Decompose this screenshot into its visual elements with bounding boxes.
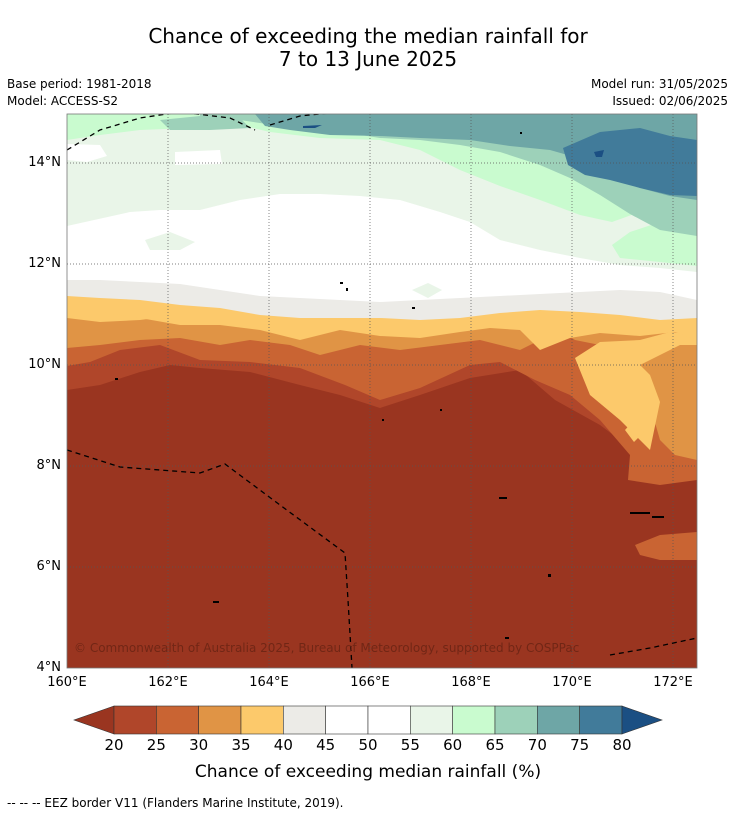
title-line-2: 7 to 13 June 2025 xyxy=(278,47,458,71)
zone-80-plus xyxy=(594,150,604,157)
gridlines xyxy=(67,114,697,668)
zone-white-pocket-2 xyxy=(67,144,107,162)
model-name: Model: ACCESS-S2 xyxy=(7,94,119,108)
colorbar-tick-label: 50 xyxy=(358,736,378,754)
colorbar-segment xyxy=(240,705,284,735)
colorbar-segment xyxy=(537,705,580,735)
model-run: Model run: 31/05/2025 xyxy=(590,77,728,91)
lon-label-164e: 164°E xyxy=(249,675,289,690)
colorbar-tick-label: 25 xyxy=(146,736,166,754)
colorbar-tick-label: 55 xyxy=(400,736,420,754)
title-line-1: Chance of exceeding the median rainfall … xyxy=(148,24,588,48)
lat-label-12n: 12°N xyxy=(28,256,61,271)
colorbar-segment xyxy=(198,705,242,735)
colorbar-tick-label: 60 xyxy=(443,736,463,754)
colorbar xyxy=(73,705,663,735)
eez-borders xyxy=(67,114,697,668)
lon-label-160e: 160°E xyxy=(47,675,87,690)
map-fill xyxy=(67,114,697,668)
footer-eez-note: -- -- -- EEZ border V11 (Flanders Marine… xyxy=(7,796,344,810)
lat-label-6n: 6°N xyxy=(36,559,62,574)
lat-label-14n: 14°N xyxy=(28,155,61,170)
lon-label-170e: 170°E xyxy=(552,675,592,690)
colorbar-segment xyxy=(452,705,496,735)
issued-date: Issued: 02/06/2025 xyxy=(612,94,728,108)
colorbar-tick-label: 65 xyxy=(485,736,505,754)
map-frame xyxy=(66,113,698,669)
copyright-notice: © Commonwealth of Australia 2025, Bureau… xyxy=(74,641,580,655)
colorbar-segment xyxy=(410,705,453,735)
zone-white-pocket-1 xyxy=(175,150,222,165)
colorbar-arrow-low xyxy=(73,705,115,735)
islands xyxy=(115,132,664,639)
lat-label-8n: 8°N xyxy=(36,458,62,473)
colorbar-segment xyxy=(156,705,199,735)
colorbar-segment xyxy=(325,705,369,735)
zone-65-70-west xyxy=(160,116,250,130)
zone-55-60-isle xyxy=(145,232,195,250)
colorbar-segment xyxy=(113,705,157,735)
lat-label-4n: 4°N xyxy=(36,660,62,675)
colorbar-tick-label: 30 xyxy=(189,736,209,754)
zone-70-75 xyxy=(255,114,697,200)
colorbar-segment xyxy=(283,705,326,735)
colorbar-tick-label: 80 xyxy=(612,736,632,754)
lon-label-168e: 168°E xyxy=(451,675,491,690)
lon-label-166e: 166°E xyxy=(350,675,390,690)
colorbar-arrow-high xyxy=(621,705,663,735)
colorbar-segment xyxy=(494,705,538,735)
zone-55-60-south xyxy=(412,283,442,298)
colorbar-tick-label: 45 xyxy=(316,736,336,754)
colorbar-tick-label: 70 xyxy=(527,736,547,754)
lat-label-10n: 10°N xyxy=(28,357,61,372)
lon-label-162e: 162°E xyxy=(148,675,188,690)
colorbar-segment xyxy=(367,705,411,735)
lon-label-172e: 172°E xyxy=(653,675,693,690)
colorbar-tick-label: 40 xyxy=(273,736,293,754)
colorbar-segment xyxy=(579,705,623,735)
colorbar-tick-label: 75 xyxy=(570,736,590,754)
colorbar-tick-label: 35 xyxy=(231,736,251,754)
zone-80-plus-2 xyxy=(303,125,322,128)
zone-75-80 xyxy=(563,128,697,196)
zone-30-35-south xyxy=(635,532,697,560)
base-period: Base period: 1981-2018 xyxy=(7,77,152,91)
colorbar-tick-label: 20 xyxy=(104,736,124,754)
colorbar-label: Chance of exceeding median rainfall (%) xyxy=(194,762,542,782)
zone-40-45-spot xyxy=(625,420,644,442)
